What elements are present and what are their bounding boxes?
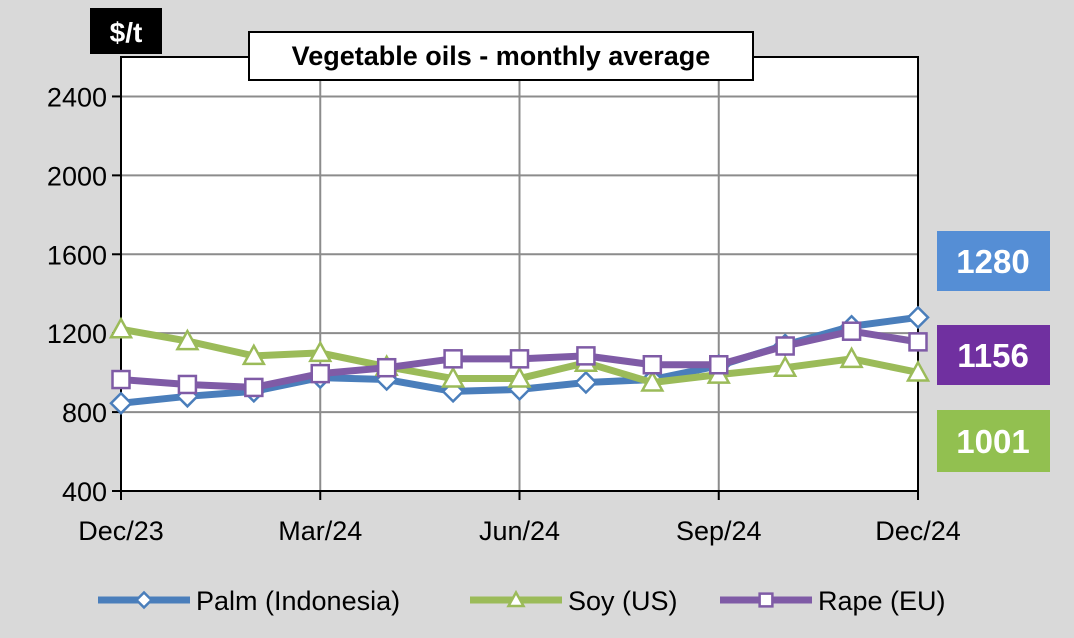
y-tick-label: 1200 <box>47 319 107 349</box>
data-point-square <box>177 374 198 395</box>
data-point-square <box>775 336 795 356</box>
data-point-square <box>509 349 530 369</box>
data-point-triangle <box>108 316 134 339</box>
series <box>108 305 931 415</box>
legend-item: Rape (EU) <box>720 586 946 616</box>
end-label-box <box>937 410 1050 472</box>
y-tick-label: 2000 <box>47 161 107 191</box>
x-tick-label: Jun/24 <box>479 516 560 546</box>
data-point-diamond <box>109 391 133 415</box>
data-point-square <box>443 349 463 369</box>
data-point-diamond <box>906 305 930 330</box>
data-point-square <box>576 346 596 366</box>
end-label-1001: 1001 <box>937 410 1050 472</box>
data-point-square <box>908 332 928 352</box>
axes: 400 800 1200 1600 2000 2400 Dec/23 Mar/24 Jun/24… <box>47 82 961 546</box>
end-label-value: 1001 <box>956 423 1029 460</box>
x-tick-label: Sep/24 <box>676 516 762 546</box>
data-point-triangle <box>308 340 333 363</box>
end-label-value: 1280 <box>956 243 1029 280</box>
data-point-square <box>758 592 774 608</box>
legend: Palm (Indonesia) Soy (US) Rape (EU) <box>98 586 946 616</box>
legend-label: Palm (Indonesia) <box>196 586 400 616</box>
chart-title: Vegetable oils - monthly average <box>292 41 711 71</box>
y-tick-label: 800 <box>62 398 107 428</box>
y-tick-label: 400 <box>62 477 107 507</box>
end-label-1280: 1280 <box>937 231 1050 291</box>
end-label-box <box>937 231 1050 291</box>
data-point-triangle <box>440 365 466 388</box>
data-point-triangle <box>241 343 266 366</box>
legend-label: Rape (EU) <box>818 586 946 616</box>
unit-label: $/t <box>110 17 143 48</box>
data-point-square <box>376 357 397 378</box>
data-point-square <box>709 354 729 375</box>
data-point-triangle <box>175 328 200 351</box>
end-label-value: 1156 <box>957 337 1029 374</box>
x-tick-label: Dec/24 <box>875 516 961 546</box>
data-point-square <box>310 363 330 384</box>
data-point-triangle <box>640 369 665 392</box>
data-point-triangle <box>773 355 798 377</box>
end-labels: 1280 1156 1001 <box>937 231 1050 472</box>
chart-title-box <box>248 31 754 81</box>
data-point-triangle <box>839 346 864 369</box>
data-point-square <box>244 377 264 398</box>
data-point-triangle <box>507 365 532 388</box>
data-point-diamond <box>134 590 154 610</box>
end-label-1156: 1156 <box>937 325 1050 385</box>
y-tick-label: 2400 <box>47 82 107 112</box>
legend-item: Palm (Indonesia) <box>98 586 400 616</box>
x-tick-label: Dec/23 <box>78 516 164 546</box>
series-rape-eu <box>111 321 928 398</box>
data-point-square <box>111 369 131 390</box>
data-point-triangle <box>905 359 931 382</box>
gridlines <box>121 57 918 491</box>
legend-item: Soy (US) <box>470 586 678 616</box>
unit-label-box <box>90 8 162 54</box>
x-tick-label: Mar/24 <box>278 516 362 546</box>
data-point-triangle <box>506 589 526 608</box>
data-point-square <box>642 354 663 375</box>
data-point-diamond <box>574 370 598 395</box>
end-label-box <box>937 325 1050 385</box>
y-tick-label: 1600 <box>47 240 107 270</box>
legend-label: Soy (US) <box>568 586 678 616</box>
data-point-square <box>841 321 862 341</box>
